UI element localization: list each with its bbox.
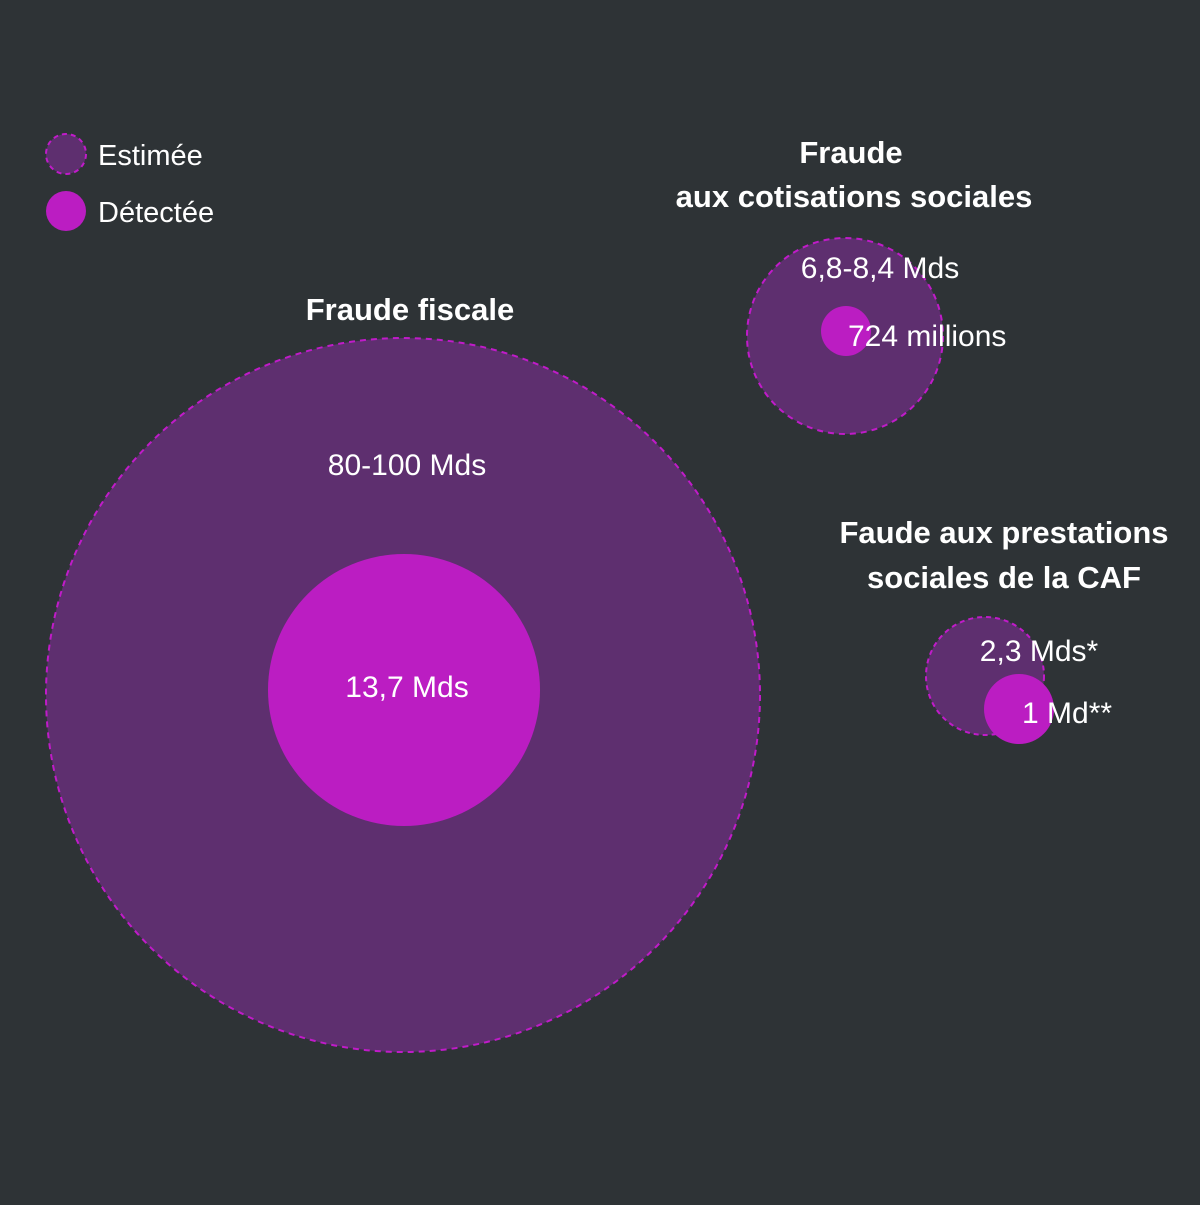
- detected-bubble: [268, 554, 540, 826]
- legend: Estimée Détectée: [45, 133, 214, 231]
- estimated-value-label: 2,3 Mds*: [980, 635, 1099, 668]
- group-title-line-1: Faude aux prestations: [839, 515, 1168, 550]
- legend-detected-swatch: [46, 191, 86, 231]
- group-title-line-2: aux cotisations sociales: [676, 179, 1033, 214]
- bubble-group-cotisations-sociales: Fraude aux cotisations sociales 6,8-8,4 …: [676, 135, 1033, 435]
- detected-bubble: [984, 674, 1054, 744]
- detected-value-label: 724 millions: [848, 320, 1006, 353]
- bubble-group-prestations-caf: Faude aux prestations sociales de la CAF…: [839, 515, 1169, 744]
- legend-estimated-label: Estimée: [98, 140, 203, 172]
- detected-value-label: 1 Md**: [1022, 697, 1112, 730]
- detected-bubble: [821, 306, 871, 356]
- estimated-value-label: 80-100 Mds: [328, 449, 486, 482]
- group-title-line-2: sociales de la CAF: [867, 560, 1141, 595]
- group-title: Fraude fiscale: [306, 292, 514, 327]
- group-title-line-1: Fraude: [799, 135, 902, 170]
- legend-estimated-swatch: [45, 133, 87, 175]
- bubble-group-fraude-fiscale: Fraude fiscale 80-100 Mds 13,7 Mds: [45, 292, 761, 1053]
- legend-detected-label: Détectée: [98, 197, 214, 229]
- estimated-value-label: 6,8-8,4 Mds: [801, 252, 959, 285]
- detected-value-label: 13,7 Mds: [345, 671, 468, 704]
